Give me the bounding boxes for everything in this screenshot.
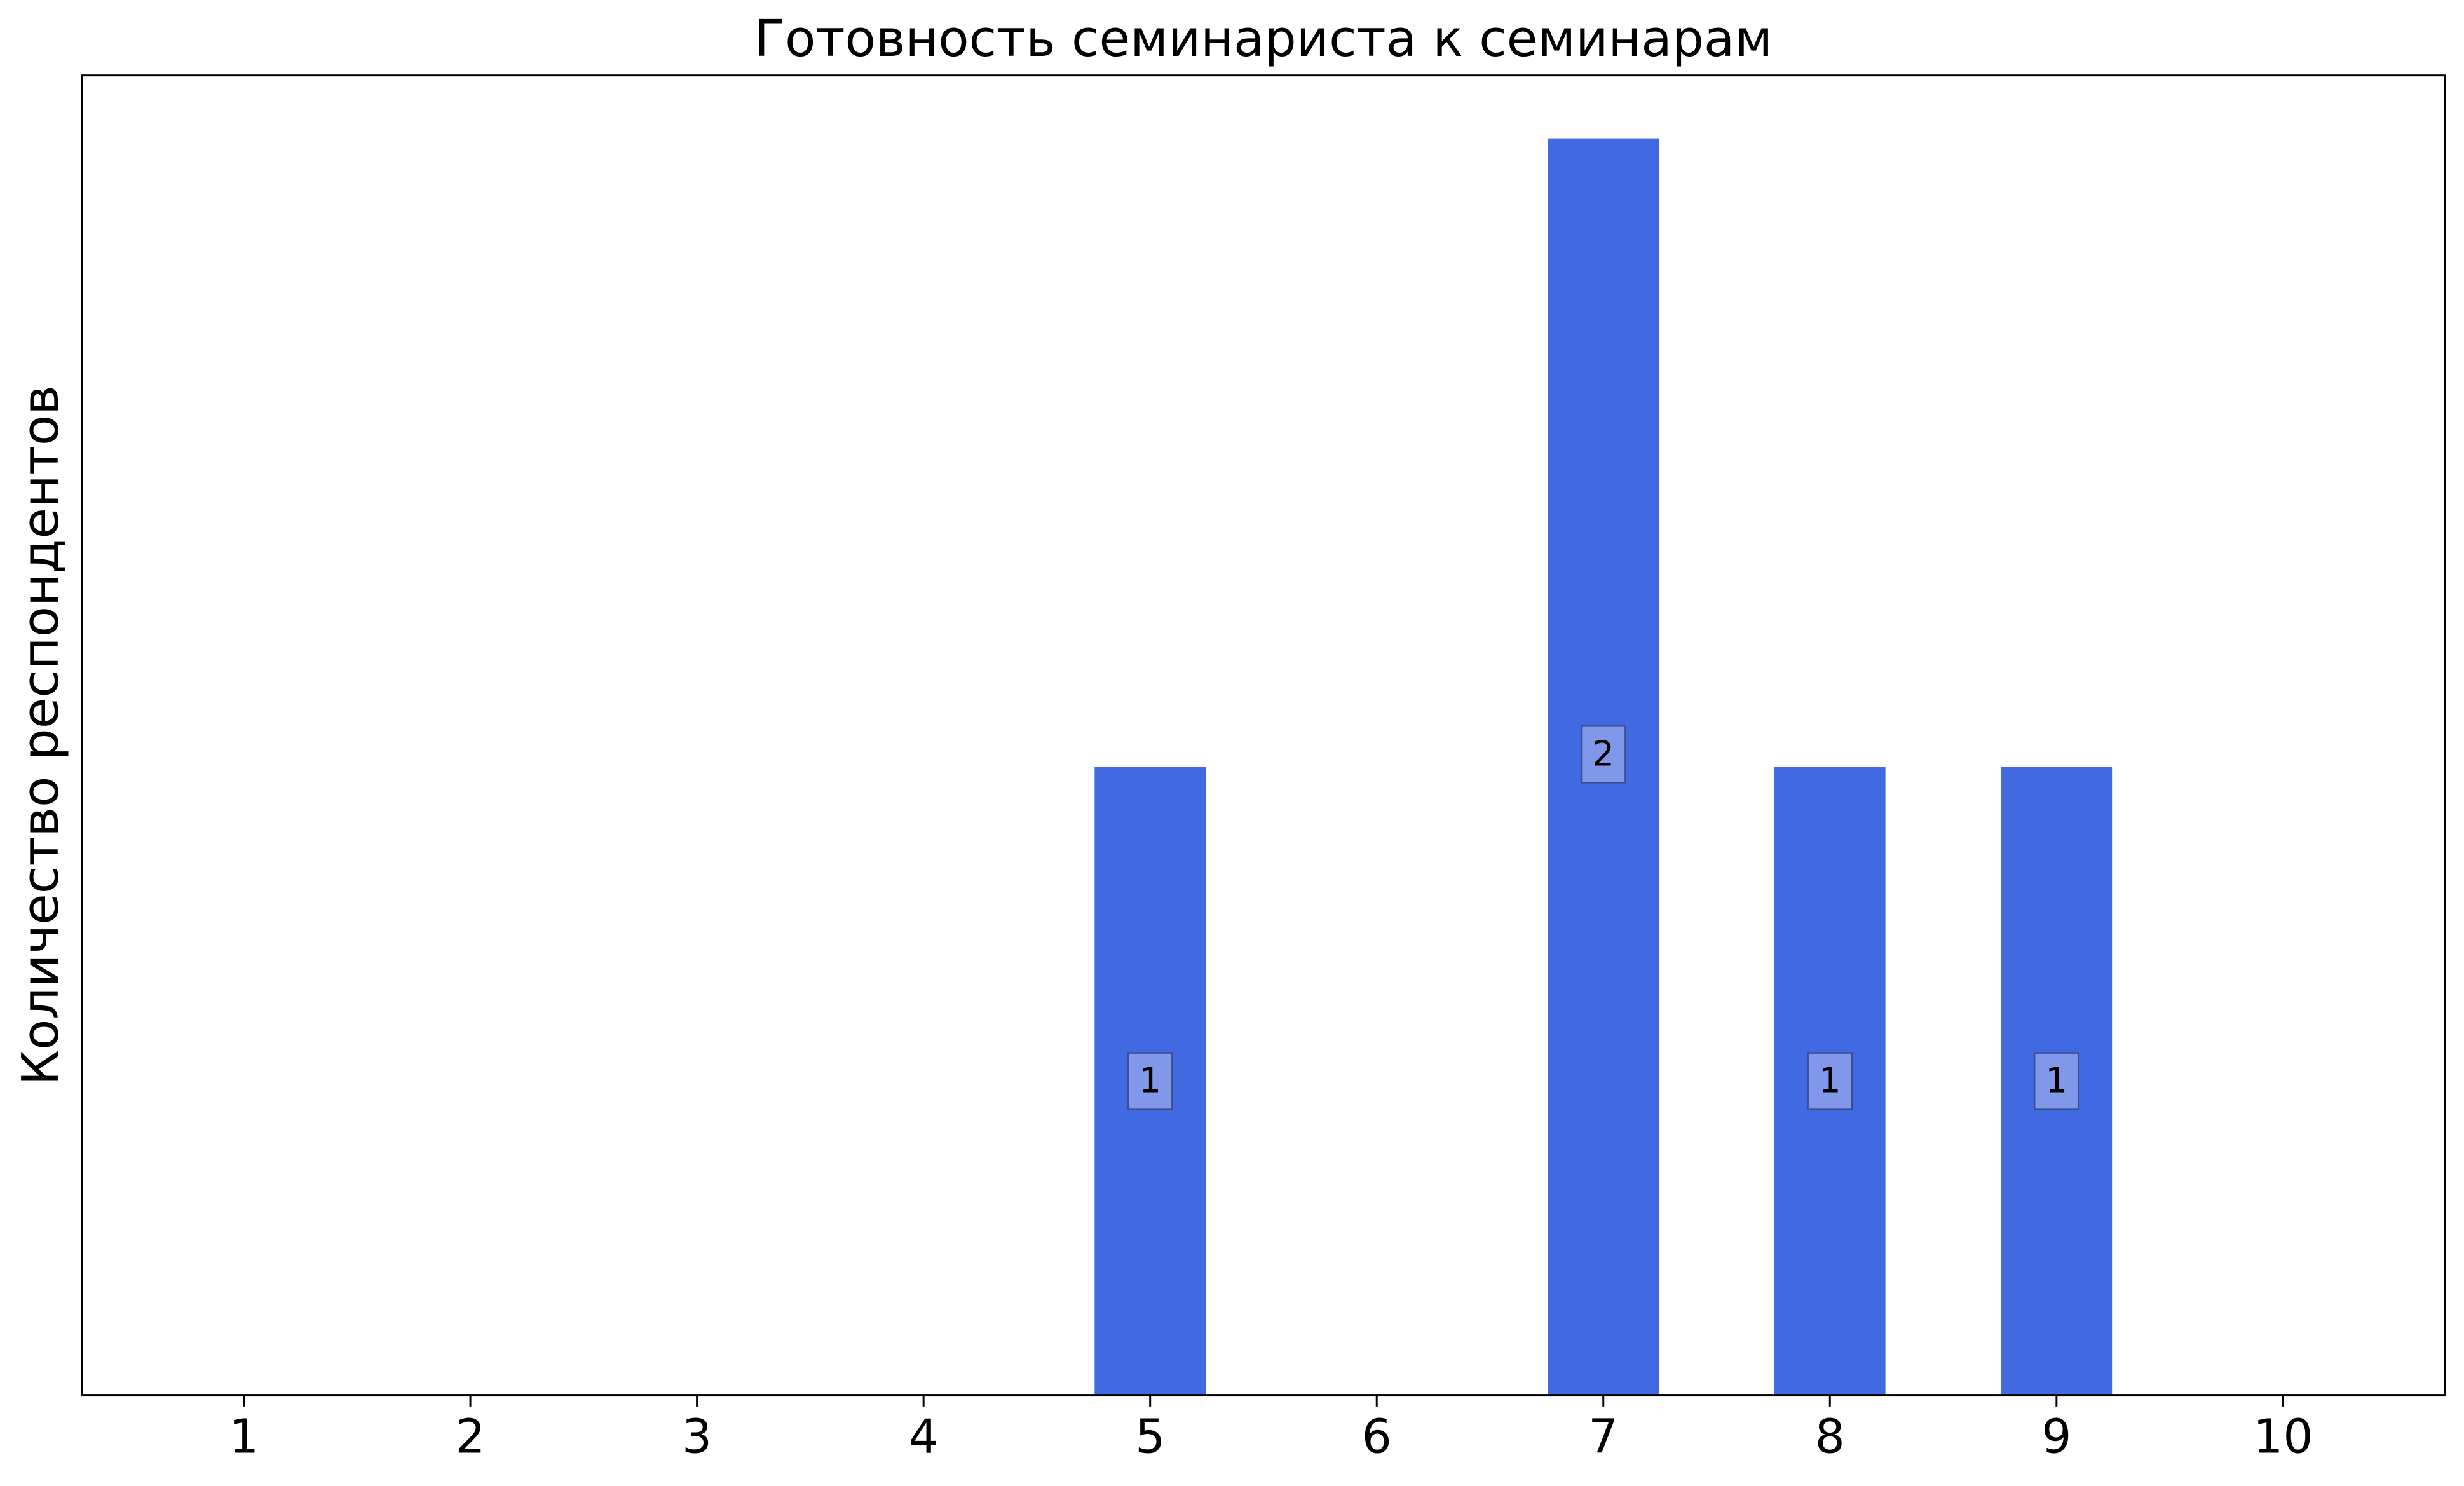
value-label: 1 xyxy=(1819,1061,1841,1101)
value-label-box xyxy=(1580,725,1626,784)
chart-title: Готовность семинариста к семинарам xyxy=(754,10,1773,68)
value-label: 1 xyxy=(1139,1061,1161,1101)
value-label-box xyxy=(2033,1052,2079,1110)
plot-area: 1 2 3 4 5 6 7 8 9 10 1 2 1 1 xyxy=(229,138,2313,1464)
x-tick-label: 1 xyxy=(229,1409,259,1464)
x-tick-label: 7 xyxy=(1588,1409,1618,1464)
y-axis-label: Количество респондентов xyxy=(11,385,70,1086)
x-tick-label: 6 xyxy=(1362,1409,1392,1464)
x-tick-label: 2 xyxy=(455,1409,485,1464)
x-tick-label: 5 xyxy=(1135,1409,1165,1464)
value-label-box xyxy=(1807,1052,1853,1110)
x-tick-label: 8 xyxy=(1815,1409,1845,1464)
value-label: 1 xyxy=(2046,1061,2068,1101)
x-tick-label: 10 xyxy=(2253,1409,2313,1464)
axes-frame xyxy=(81,74,2446,1397)
value-label-box xyxy=(1127,1052,1173,1110)
x-tick-label: 9 xyxy=(2041,1409,2071,1464)
x-tick-label: 3 xyxy=(682,1409,712,1464)
x-tick-label: 4 xyxy=(909,1409,939,1464)
value-label: 2 xyxy=(1592,733,1614,774)
